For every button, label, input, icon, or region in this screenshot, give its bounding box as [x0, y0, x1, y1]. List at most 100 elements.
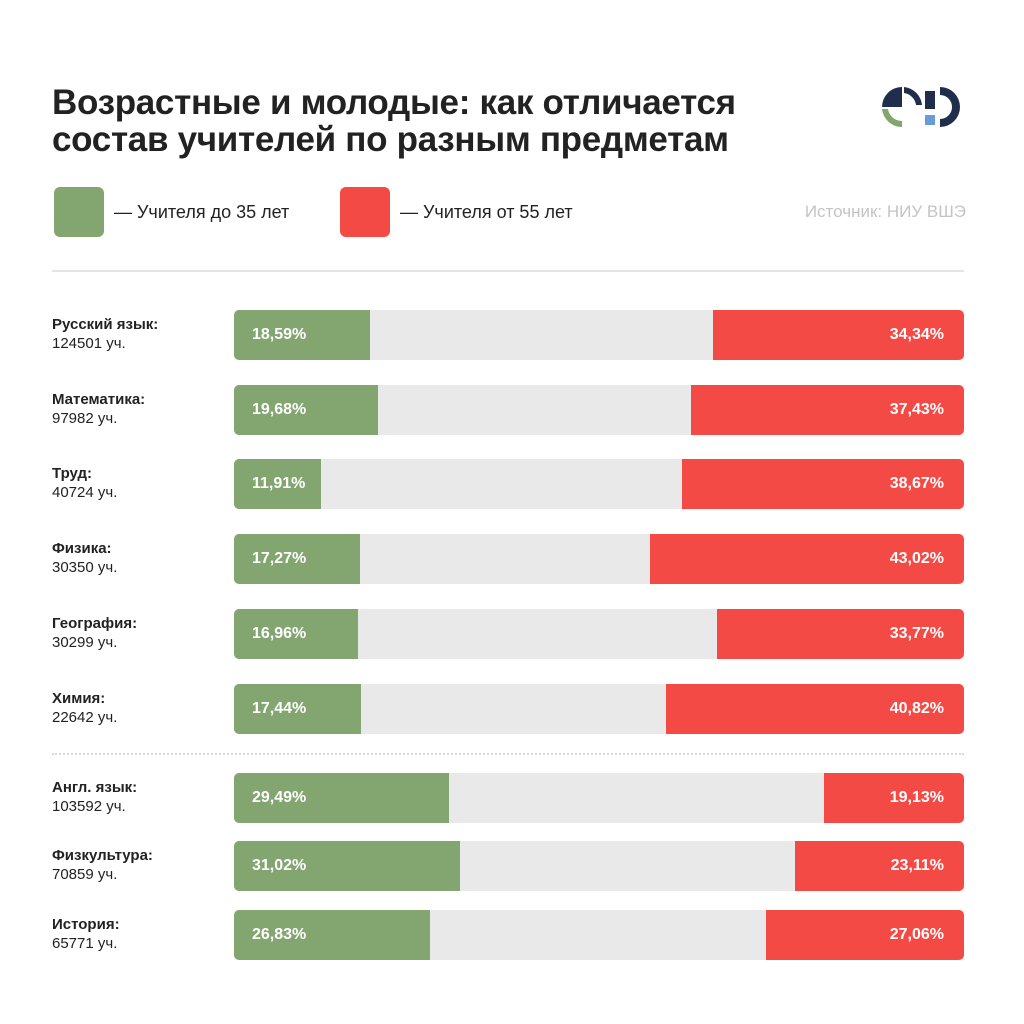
teacher-count: 97982 уч. [52, 410, 118, 427]
teacher-count: 30350 уч. [52, 559, 118, 576]
teacher-count: 103592 уч. [52, 798, 126, 815]
row-label: Труд: 40724 уч. [52, 464, 227, 502]
chart-row: Русский язык: 124501 уч. 18,59% 34,34% [52, 310, 964, 362]
category-label: Труд: [52, 465, 93, 482]
bar-young [234, 609, 358, 659]
bar-old [717, 609, 964, 659]
logo-left-arc [882, 87, 902, 107]
chart-row: История: 65771 уч. 26,83% 27,06% [52, 910, 964, 962]
logo-bar-top [925, 91, 935, 109]
bar-young [234, 459, 321, 509]
row-label: Математика: 97982 уч. [52, 390, 227, 428]
teacher-count: 40724 уч. [52, 484, 118, 501]
row-label: Физика: 30350 уч. [52, 539, 227, 577]
category-label: Англ. язык: [52, 779, 138, 796]
bar-young [234, 310, 370, 360]
chart-row: Математика: 97982 уч. 19,68% 37,43% [52, 385, 964, 437]
bar-old [713, 310, 964, 360]
teacher-count: 124501 уч. [52, 335, 126, 352]
bar-old [690, 385, 964, 435]
value-label-old: 27,06% [889, 926, 944, 943]
logo-right-arc [940, 87, 960, 127]
teacher-count: 70859 уч. [52, 866, 118, 883]
logo-bar-bottom [925, 115, 935, 125]
value-label-young: 16,96% [252, 625, 307, 642]
legend-old-label: — Учителя от 55 лет [400, 201, 573, 222]
value-label-young: 26,83% [252, 926, 307, 943]
value-label-old: 34,34% [889, 326, 944, 343]
legend-young: — Учителя до 35 лет [54, 187, 289, 237]
bar-young [234, 910, 430, 960]
chart-row: Химия: 22642 уч. 17,44% 40,82% [52, 684, 964, 736]
chart-row: Физкультура: 70859 уч. 31,02% 23,11% [52, 841, 964, 893]
row-label: Англ. язык: 103592 уч. [52, 778, 227, 816]
bar-track: 19,68% 37,43% [234, 385, 964, 435]
row-label: Физкультура: 70859 уч. [52, 846, 227, 884]
value-label-young: 18,59% [252, 326, 307, 343]
bar-old [681, 459, 964, 509]
logo-left-top-right [904, 87, 922, 105]
category-label: Химия: [52, 690, 106, 707]
title-line-1: Возрастные и молодые: как отличается [52, 83, 736, 122]
value-label-young: 19,68% [252, 401, 307, 418]
bar-young [234, 773, 450, 823]
category-label: Математика: [52, 391, 146, 408]
page-title: Возрастные и молодые: как отличается сос… [52, 84, 812, 158]
value-label-old: 37,43% [889, 401, 944, 418]
category-label: Физика: [52, 540, 112, 557]
legend-young-label: — Учителя до 35 лет [114, 201, 290, 222]
legend-young-swatch [54, 187, 104, 237]
chart-row: Англ. язык: 103592 уч. 29,49% 19,13% [52, 773, 964, 825]
row-label: Химия: 22642 уч. [52, 689, 227, 727]
value-label-young: 29,49% [252, 789, 307, 806]
bar-track: 26,83% 27,06% [234, 910, 964, 960]
teacher-count: 65771 уч. [52, 935, 118, 952]
bar-old [795, 841, 964, 891]
row-label: Русский язык: 124501 уч. [52, 315, 227, 353]
value-label-young: 17,44% [252, 700, 307, 717]
bar-young [234, 684, 362, 734]
legend-old: — Учителя от 55 лет [340, 187, 573, 237]
value-label-old: 19,13% [889, 789, 944, 806]
value-label-old: 23,11% [890, 857, 944, 874]
logo-left-lower [882, 109, 902, 128]
bar-young [234, 534, 361, 584]
bar-old [666, 684, 964, 734]
teacher-count: 22642 уч. [52, 709, 118, 726]
group-separator [52, 753, 964, 755]
bar-track: 18,59% 34,34% [234, 310, 964, 360]
bar-track: 17,27% 43,02% [234, 534, 964, 584]
value-label-young: 11,91% [252, 475, 306, 492]
title-line-2: состав учителей по разным предметам [52, 120, 729, 159]
header-divider [52, 270, 964, 272]
value-label-young: 31,02% [252, 857, 307, 874]
bar-track: 16,96% 33,77% [234, 609, 964, 659]
value-label-old: 38,67% [889, 475, 944, 492]
row-label: История: 65771 уч. [52, 915, 227, 953]
bar-old [649, 534, 964, 584]
bar-young [234, 841, 461, 891]
bar-young [234, 385, 378, 435]
chart-row: Труд: 40724 уч. 11,91% 38,67% [52, 459, 964, 511]
bar-track: 31,02% 23,11% [234, 841, 964, 891]
category-label: Физкультура: [52, 847, 153, 864]
category-label: География: [52, 615, 138, 632]
brand-logo [882, 87, 960, 128]
bar-track: 17,44% 40,82% [234, 684, 964, 734]
category-label: Русский язык: [52, 316, 159, 333]
source-note: Источник: НИУ ВШЭ [804, 202, 966, 221]
bar-old [766, 910, 964, 960]
row-label: География: 30299 уч. [52, 614, 227, 652]
value-label-old: 43,02% [889, 550, 944, 567]
teacher-count: 30299 уч. [52, 634, 118, 651]
category-label: История: [52, 916, 120, 933]
bar-track: 11,91% 38,67% [234, 459, 964, 509]
value-label-old: 33,77% [889, 625, 944, 642]
chart-row: География: 30299 уч. 16,96% 33,77% [52, 609, 964, 661]
value-label-old: 40,82% [889, 700, 944, 717]
legend-old-swatch [340, 187, 390, 237]
value-label-young: 17,27% [252, 550, 307, 567]
bar-track: 29,49% 19,13% [234, 773, 964, 823]
chart-row: Физика: 30350 уч. 17,27% 43,02% [52, 534, 964, 586]
bar-old [824, 773, 964, 823]
